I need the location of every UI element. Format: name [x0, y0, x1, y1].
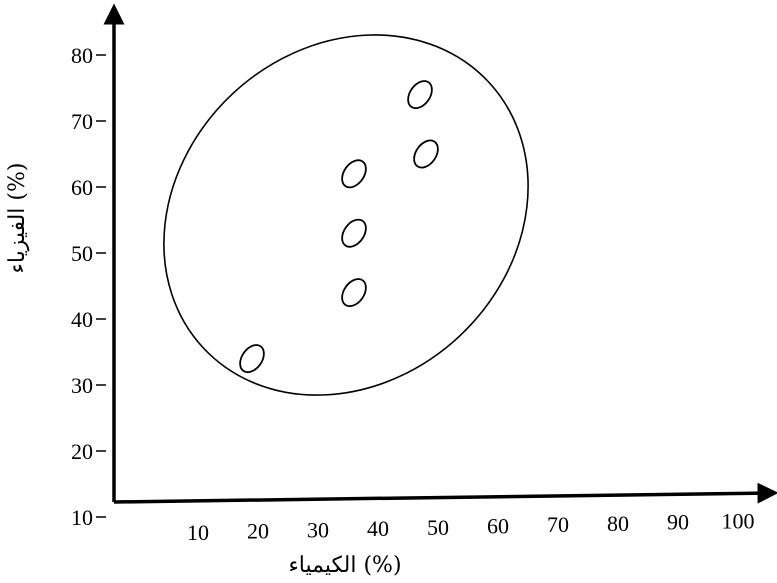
cluster-ellipse	[163, 34, 529, 396]
y-tick-label: 80	[71, 43, 93, 68]
data-point	[341, 278, 367, 308]
x-tick-label: 30	[307, 517, 329, 542]
x-axis-title: الكيمياء (%)	[288, 553, 401, 578]
y-tick-label: 60	[71, 175, 93, 200]
data-point	[341, 218, 367, 248]
y-tick-label: 40	[71, 307, 93, 332]
y-tick-label: 70	[71, 109, 93, 134]
x-tick-label: 80	[607, 511, 629, 536]
data-point	[413, 139, 439, 169]
y-axis-title: الفيزياء (%)	[5, 163, 30, 274]
data-point	[341, 159, 367, 189]
data-point	[407, 80, 433, 110]
y-tick-label: 20	[71, 439, 93, 464]
x-axis-line	[113, 482, 777, 504]
x-axis-ticks: 10 20 30 40 50 60 70 80 90 100	[187, 508, 755, 545]
x-tick-label: 60	[487, 514, 509, 539]
y-tick-label: 10	[71, 505, 93, 530]
y-tick-label: 30	[71, 373, 93, 398]
data-points	[239, 80, 439, 374]
x-tick-label: 70	[547, 512, 569, 537]
x-tick-label: 10	[187, 520, 209, 545]
x-tick-label: 20	[247, 519, 269, 544]
x-tick-label: 100	[722, 508, 755, 533]
y-axis-ticks: 10 20 30 40 50 60 70 80	[71, 43, 106, 530]
x-tick-label: 40	[367, 516, 389, 541]
x-tick-label: 50	[427, 515, 449, 540]
y-tick-label: 50	[71, 241, 93, 266]
x-tick-label: 90	[667, 510, 689, 535]
data-point	[239, 344, 265, 374]
